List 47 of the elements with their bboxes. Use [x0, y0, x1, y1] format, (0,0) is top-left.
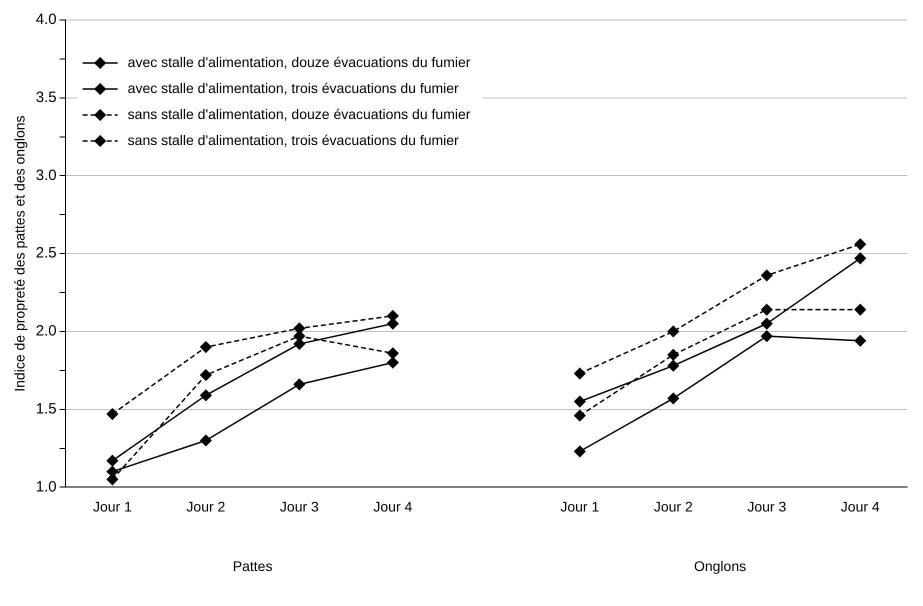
x-tick-label: Jour 4 — [840, 498, 880, 514]
y-tick-label: 4.0 — [36, 11, 57, 28]
point — [668, 349, 680, 361]
x-tick-label: Jour 4 — [373, 498, 413, 514]
point — [574, 446, 586, 458]
point — [668, 392, 680, 404]
point — [574, 410, 586, 422]
x-tick-label: Jour 3 — [280, 498, 320, 514]
point — [668, 360, 680, 372]
point — [387, 348, 399, 360]
point — [387, 356, 399, 368]
point — [106, 408, 118, 420]
x-tick-label: Jour 2 — [654, 498, 693, 514]
legend-label: sans stalle d'alimentation, trois évacuations du fumier — [128, 132, 460, 148]
point — [574, 396, 586, 408]
legend-label: avec stalle d'alimentation, douze évacuations du fumier — [128, 54, 471, 70]
y-tick-label: 3.0 — [36, 166, 57, 184]
point — [294, 378, 306, 390]
point — [200, 434, 212, 446]
legend-label: avec stalle d'alimentation, trois évacuations du fumier — [128, 80, 460, 96]
y-axis-title: Indice de propreté des pattes et des onglons — [11, 115, 28, 392]
x-tick-label: Jour 1 — [92, 498, 132, 514]
x-tick-label: Jour 3 — [747, 498, 786, 514]
text: Pattes — [232, 558, 272, 574]
point — [761, 330, 773, 342]
y-tick-label: 1.5 — [36, 400, 57, 418]
point — [574, 368, 586, 380]
point — [668, 326, 680, 338]
point — [761, 270, 773, 282]
y-tick-label: 2.5 — [36, 244, 57, 262]
point — [200, 390, 212, 402]
point — [200, 369, 212, 381]
y-tick-label: 2.0 — [36, 322, 57, 340]
point — [854, 238, 866, 250]
legend-label: sans stalle d'alimentation, douze évacuations du fumier — [128, 106, 471, 122]
point — [761, 318, 773, 330]
point — [854, 304, 866, 316]
point — [106, 454, 118, 466]
x-tick-label: Jour 2 — [186, 498, 226, 514]
y-tick-label: 3.5 — [36, 89, 57, 106]
point — [854, 252, 866, 264]
x-tick-label: Jour 1 — [560, 498, 600, 514]
y-tick-label: 1.0 — [36, 478, 57, 496]
text: Onglons — [694, 558, 746, 574]
point — [761, 304, 773, 316]
point — [854, 335, 866, 347]
point — [200, 341, 212, 353]
